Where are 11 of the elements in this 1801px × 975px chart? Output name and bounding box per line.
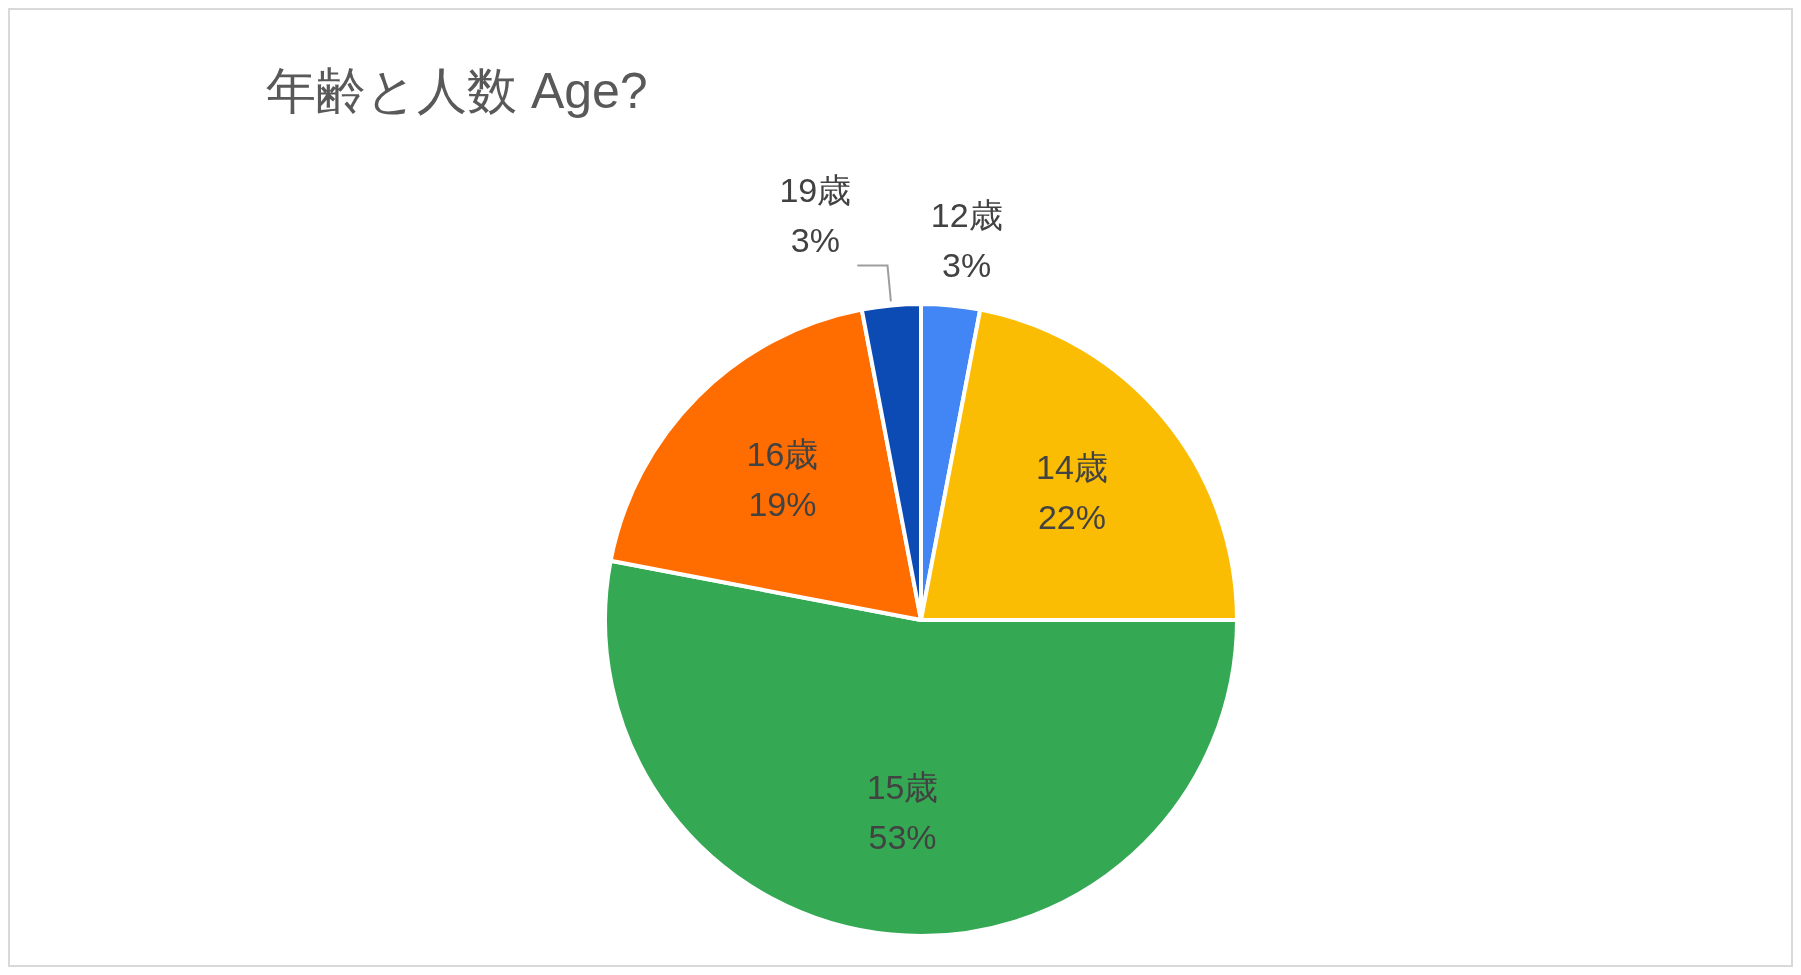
chart-title: 年齢と人数 Age? — [266, 62, 648, 119]
slice-label: 12歳 — [930, 195, 1003, 234]
data-label: 3% — [790, 220, 840, 259]
data-label: 19% — [748, 484, 817, 523]
slice-label: 15歳 — [866, 768, 939, 807]
data-label: 3% — [942, 245, 992, 284]
slice-label: 14歳 — [1036, 448, 1108, 487]
slice-label: 16歳 — [746, 434, 819, 473]
data-label: 53% — [868, 818, 937, 857]
slice-label: 19歳 — [779, 170, 852, 209]
data-label: 22% — [1037, 498, 1106, 537]
